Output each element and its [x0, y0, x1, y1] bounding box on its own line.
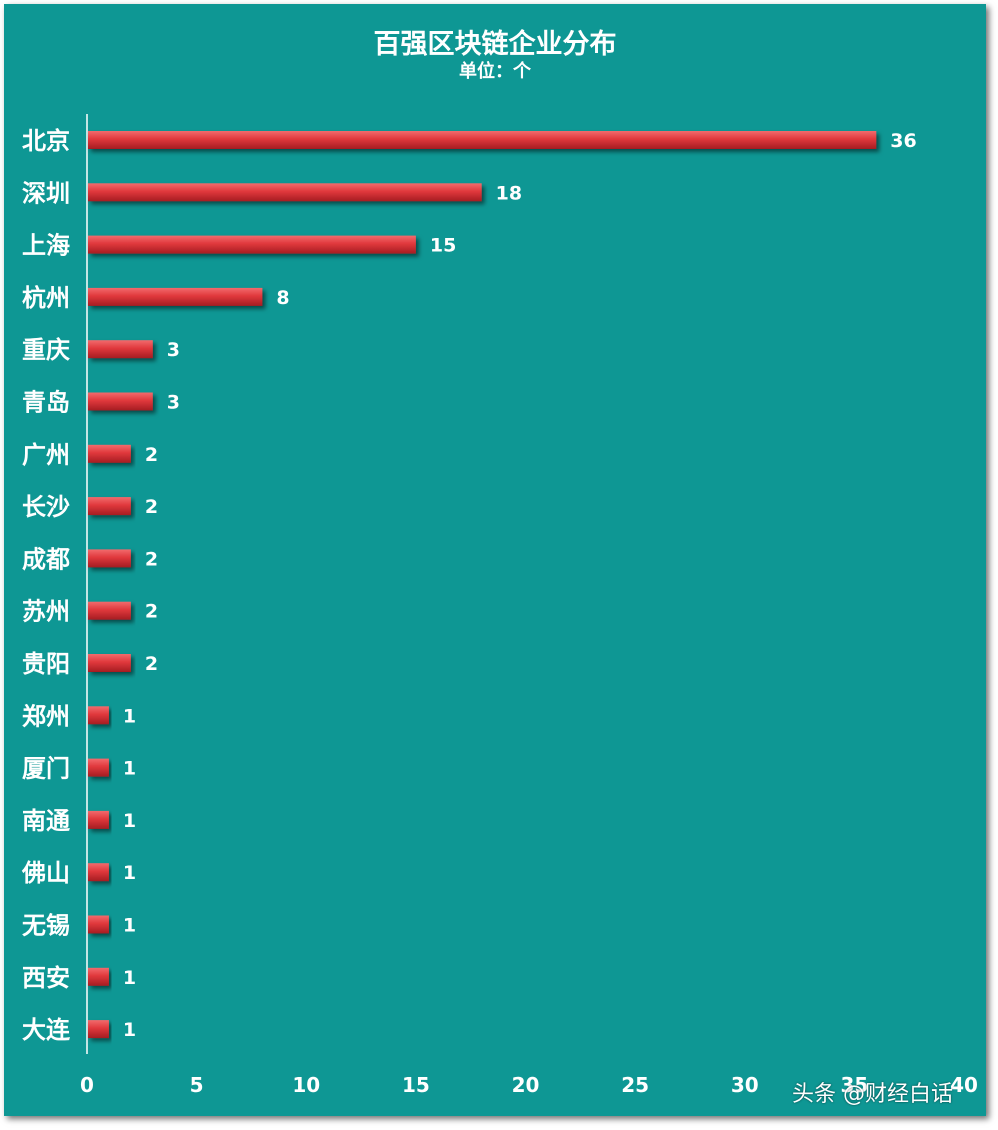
bar-杭州 [88, 287, 263, 306]
x-axis-ticks: 0 5 10 15 20 25 30 35 40 [80, 1073, 978, 1097]
value-label: 1 [123, 862, 136, 884]
value-label: 1 [123, 967, 136, 989]
value-label: 1 [123, 1019, 136, 1041]
x-tick-label: 0 [80, 1073, 94, 1097]
bar-南通 [88, 810, 109, 829]
x-tick-label: 30 [731, 1073, 759, 1097]
value-label: 2 [145, 496, 158, 518]
x-tick-label: 40 [950, 1073, 978, 1097]
value-label: 2 [145, 548, 158, 570]
bar-郑州 [88, 706, 109, 725]
category-label: 南通 [22, 807, 70, 835]
bar-长沙 [88, 497, 131, 516]
chart-subtitle: 单位：个 [459, 61, 531, 82]
x-tick-label: 25 [621, 1073, 649, 1097]
bar-北京 [88, 131, 877, 149]
category-label: 长沙 [22, 493, 70, 521]
category-label: 上海 [22, 232, 70, 260]
category-label: 佛山 [21, 859, 70, 887]
chart-title: 百强区块链企业分布 [373, 29, 617, 60]
value-label: 18 [496, 182, 522, 204]
value-label: 1 [123, 810, 136, 832]
value-label: 2 [145, 601, 158, 623]
value-label: 36 [890, 130, 916, 152]
category-label: 大连 [22, 1016, 71, 1044]
category-label: 贵阳 [22, 650, 70, 678]
value-label: 1 [123, 705, 136, 727]
value-label: 8 [276, 287, 289, 309]
bar-无锡 [88, 915, 109, 934]
bar-大连 [88, 1020, 109, 1039]
category-label: 成都 [22, 545, 70, 573]
x-tick-label: 15 [402, 1073, 430, 1097]
value-label: 2 [145, 653, 158, 675]
bar-苏州 [88, 601, 131, 620]
bar-西安 [88, 967, 109, 986]
x-tick-label: 35 [840, 1073, 868, 1097]
category-label: 无锡 [22, 912, 70, 940]
category-label: 北京 [22, 127, 70, 155]
category-label: 苏州 [22, 598, 70, 626]
bars-layer [88, 131, 877, 1039]
category-label: 杭州 [22, 284, 70, 312]
category-label: 重庆 [22, 336, 70, 364]
category-label: 厦门 [22, 755, 70, 783]
category-label: 广州 [22, 441, 70, 469]
value-label: 3 [167, 392, 180, 414]
x-tick-label: 5 [190, 1073, 204, 1097]
value-label: 2 [145, 444, 158, 466]
category-label: 青岛 [22, 389, 70, 417]
bar-青岛 [88, 392, 153, 411]
bar-广州 [88, 444, 131, 463]
category-label: 深圳 [22, 179, 70, 207]
value-label: 3 [167, 339, 180, 361]
category-label: 郑州 [22, 702, 70, 730]
bar-深圳 [88, 183, 482, 202]
x-tick-label: 20 [512, 1073, 540, 1097]
bar-厦门 [88, 758, 109, 777]
value-label: 1 [123, 915, 136, 937]
labels-layer: 北京 36 深圳 18 上海 15 杭州 8 重庆 3 青岛 3 广州 2 长沙 2 成都 2 苏州 2 贵阳 2 郑州 1 厦… [21, 127, 917, 1044]
watermark: 头条 @财经白话 [792, 1082, 953, 1107]
x-tick-label: 10 [292, 1073, 320, 1097]
category-label: 西安 [22, 964, 70, 992]
bar-重庆 [88, 340, 153, 359]
bar-上海 [88, 235, 416, 254]
bar-成都 [88, 549, 131, 568]
value-label: 1 [123, 758, 136, 780]
bar-贵阳 [88, 654, 131, 672]
bar-佛山 [88, 863, 109, 882]
value-label: 15 [430, 235, 456, 257]
